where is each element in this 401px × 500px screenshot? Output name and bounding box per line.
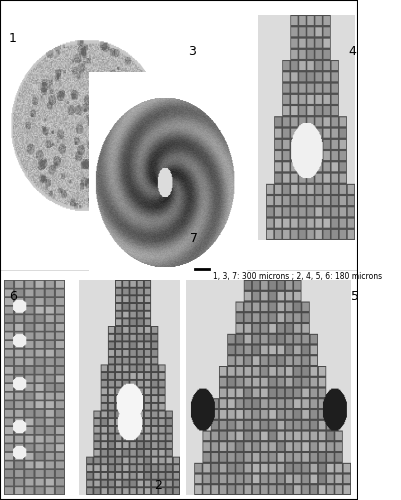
Text: 3: 3 [188,45,196,58]
Text: 1, 3, 7: 300 microns ; 2, 4, 5, 6: 180 microns: 1, 3, 7: 300 microns ; 2, 4, 5, 6: 180 m… [213,272,382,281]
Text: 7: 7 [190,232,198,245]
Text: 5: 5 [350,290,358,303]
Text: 1: 1 [9,32,17,46]
Text: 6: 6 [9,290,17,303]
Text: 2: 2 [154,479,162,492]
Text: 4: 4 [349,45,356,58]
